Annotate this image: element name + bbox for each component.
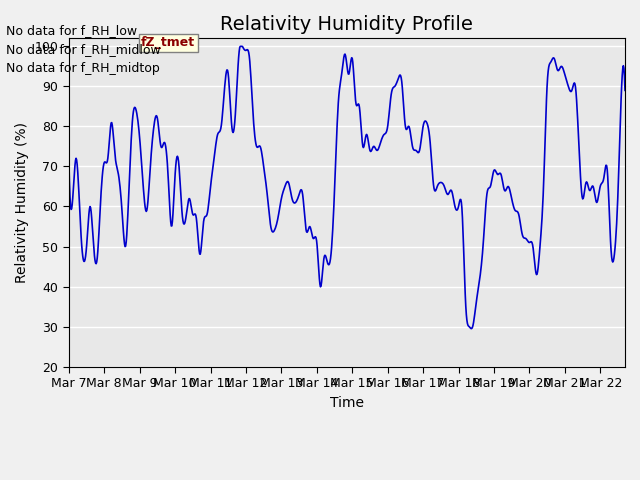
Text: No data for f_RH_midlow: No data for f_RH_midlow [6, 43, 161, 56]
Text: No data for f_RH_midtop: No data for f_RH_midtop [6, 62, 160, 75]
Title: Relativity Humidity Profile: Relativity Humidity Profile [221, 15, 474, 34]
Y-axis label: Relativity Humidity (%): Relativity Humidity (%) [15, 122, 29, 283]
Text: No data for f_RH_low: No data for f_RH_low [6, 24, 138, 37]
X-axis label: Time: Time [330, 396, 364, 409]
Legend:  [341, 421, 353, 432]
Text: fZ_tmet: fZ_tmet [141, 36, 195, 49]
